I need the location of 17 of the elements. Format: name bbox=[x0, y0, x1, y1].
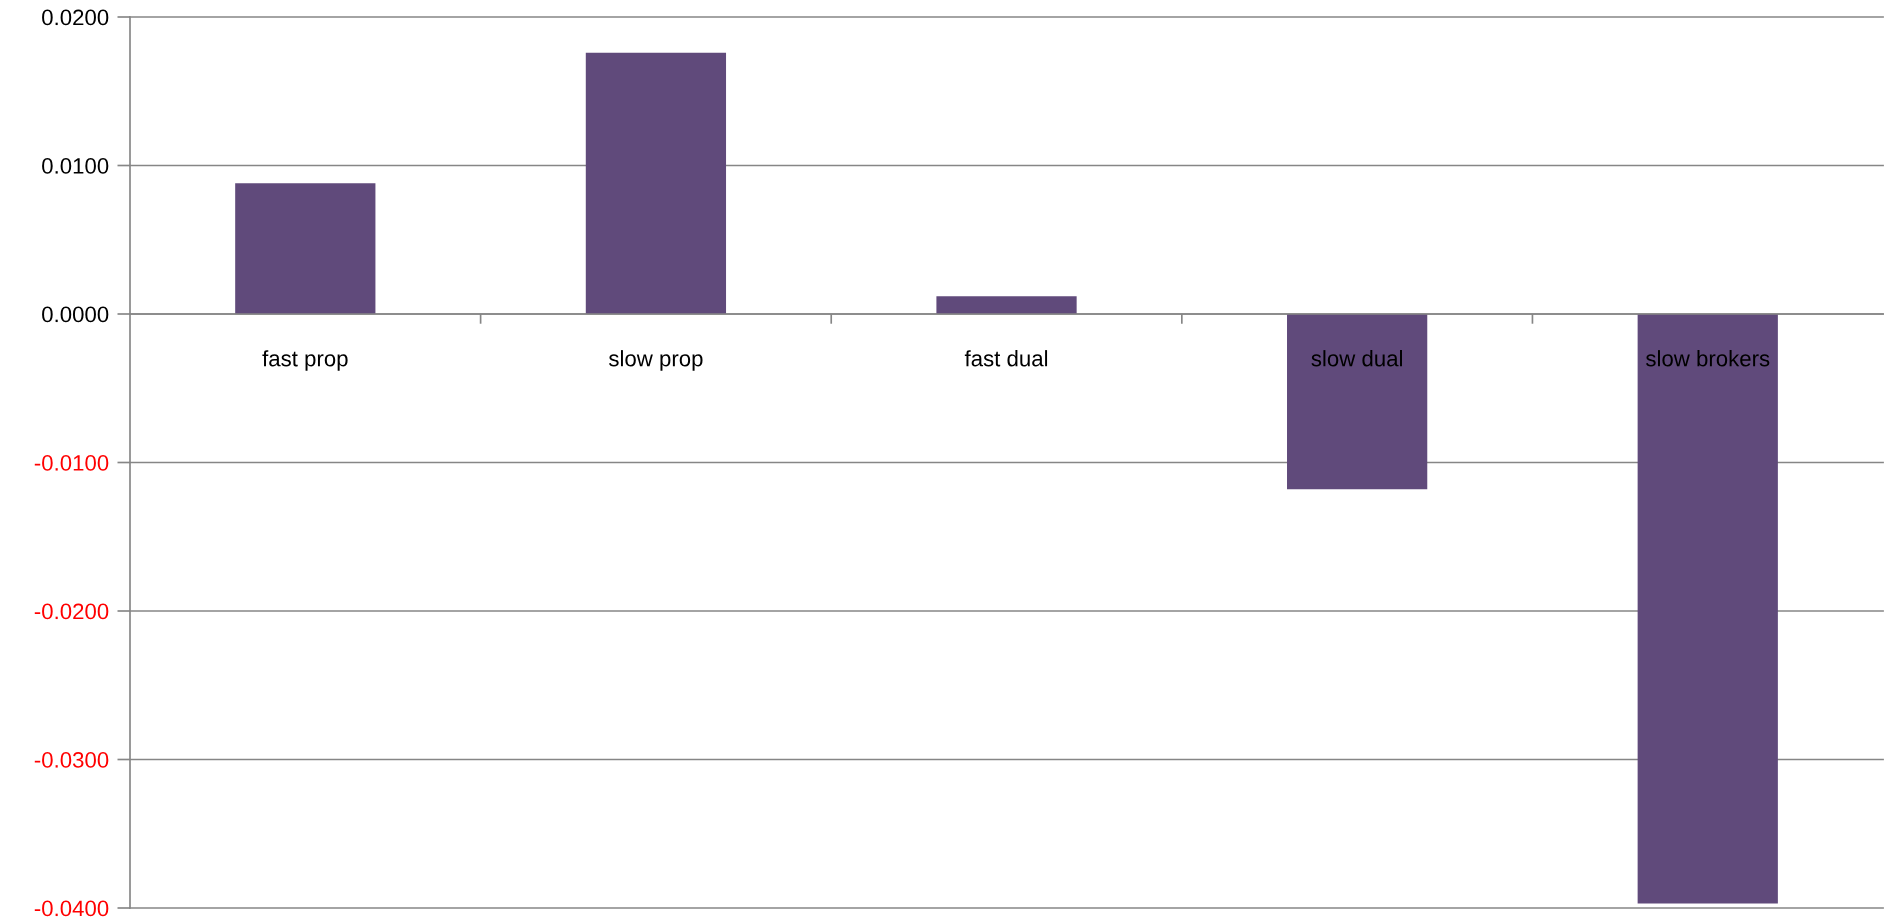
x-tick-label: slow prop bbox=[608, 350, 703, 371]
y-tick-label: 0.0100 bbox=[42, 158, 109, 174]
x-tick-label: slow dual bbox=[1311, 350, 1402, 367]
bar bbox=[936, 296, 1077, 314]
x-tick-label: fast dual bbox=[964, 350, 1048, 367]
bar bbox=[585, 52, 727, 314]
x-tick-label: fast prop bbox=[262, 350, 348, 371]
y-tick-label: -0.0100 bbox=[34, 455, 109, 471]
bar bbox=[235, 183, 376, 314]
y-tick-label: -0.0200 bbox=[34, 603, 109, 620]
y-tick-label: 0.0000 bbox=[42, 306, 109, 323]
x-tick-label: slow brokers bbox=[1646, 350, 1770, 367]
bar bbox=[1637, 314, 1778, 904]
y-tick-label: -0.0400 bbox=[34, 900, 109, 917]
y-tick-label: 0.0200 bbox=[42, 9, 109, 26]
bar bbox=[1287, 314, 1428, 490]
y-tick-label: -0.0300 bbox=[34, 752, 109, 768]
